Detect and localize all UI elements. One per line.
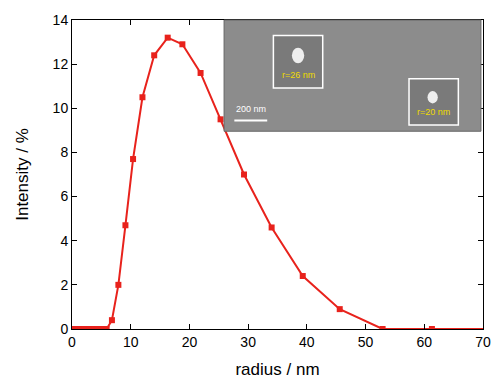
svg-text:12: 12 — [53, 56, 69, 72]
svg-text:14: 14 — [53, 12, 69, 28]
svg-text:4: 4 — [60, 233, 68, 249]
svg-text:radius / nm: radius / nm — [235, 360, 319, 379]
svg-text:r=26 nm: r=26 nm — [282, 70, 315, 80]
svg-text:200 nm: 200 nm — [236, 104, 266, 114]
svg-text:Intensity / %: Intensity / % — [13, 128, 32, 221]
svg-text:50: 50 — [358, 334, 374, 350]
svg-text:2: 2 — [60, 277, 68, 293]
svg-text:6: 6 — [60, 188, 68, 204]
svg-text:r=20 nm: r=20 nm — [417, 107, 450, 117]
svg-text:40: 40 — [299, 334, 315, 350]
svg-text:0: 0 — [60, 321, 68, 337]
svg-text:70: 70 — [475, 334, 491, 350]
svg-text:60: 60 — [417, 334, 433, 350]
svg-text:10: 10 — [53, 100, 69, 116]
svg-text:8: 8 — [60, 144, 68, 160]
svg-text:0: 0 — [68, 334, 76, 350]
svg-text:30: 30 — [240, 334, 256, 350]
svg-text:20: 20 — [182, 334, 198, 350]
svg-text:10: 10 — [123, 334, 139, 350]
